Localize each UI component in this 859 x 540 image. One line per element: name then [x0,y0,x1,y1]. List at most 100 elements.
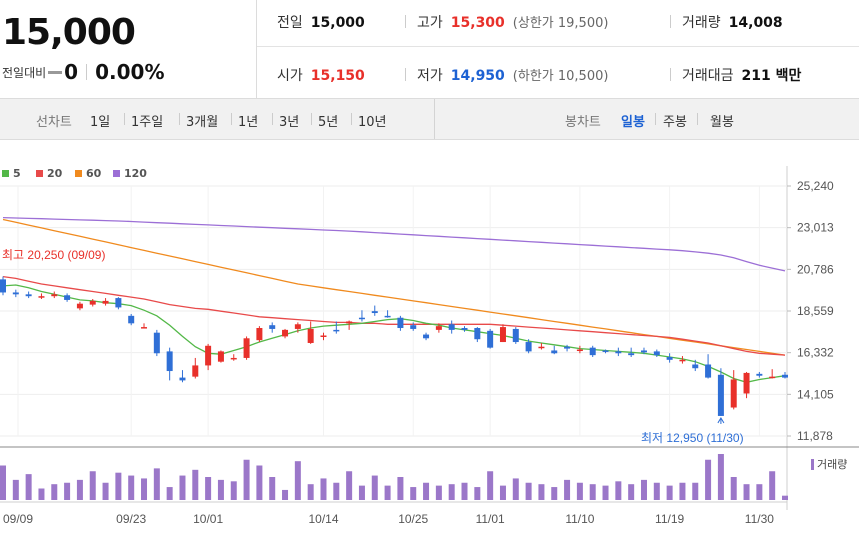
x-tick-label: 11/19 [655,512,684,526]
candle-body [333,329,340,332]
stat-label: 저가 [417,68,443,84]
y-tick-label: 23,013 [797,221,834,235]
candle-body [423,334,430,339]
candle-body [666,357,673,360]
y-tick-label: 20,786 [797,262,834,276]
x-tick-label: 09/23 [116,512,146,526]
stat-label: 시가 [277,68,303,84]
y-tick-label: 25,240 [797,179,834,193]
candle-chart-label: 봉차트 [565,115,601,130]
candle-body [551,350,558,354]
candle-body [410,325,417,329]
tab-group-divider [434,99,435,139]
y-tick-label: 11,878 [797,429,833,443]
ma120-line [2,216,786,272]
candle-body [705,364,712,378]
tab-1w[interactable]: 1주일 [131,115,164,130]
volume-bar [0,465,6,500]
volume-bar [717,454,724,500]
candle-body [346,321,353,324]
candle-body [435,326,442,330]
tab-5y[interactable]: 5년 [318,115,339,130]
volume-bar [551,487,558,500]
volume-bar [384,485,391,500]
volume-bar [243,459,250,500]
tab-monthly[interactable]: 월봉 [710,115,734,130]
candle-body [692,364,699,369]
stat-value: 14,950 [450,68,505,84]
chart-tab-bar: 선차트 1일 1주일 3개월 1년 3년 5년 10년 봉차트 일봉 주봉 월봉 [0,99,859,140]
divider [231,113,232,125]
tab-weekly[interactable]: 주봉 [663,115,687,130]
candle-body [743,372,750,394]
candle-body [179,377,186,381]
volume-bar [564,479,571,500]
legend-swatch [36,170,43,177]
volume-bar [102,482,109,500]
volume-bar [756,484,763,500]
candle-body [12,292,19,295]
divider [86,64,88,80]
stat-low: 저가 14,950 (하한가 10,500) [405,65,608,85]
tab-1d[interactable]: 1일 [90,115,111,130]
y-tick-label: 16,332 [797,346,834,360]
stats-divider [257,46,859,47]
tab-3m[interactable]: 3개월 [186,115,219,130]
tab-daily[interactable]: 일봉 [621,115,645,130]
candle-body [25,294,32,297]
candle-body [512,328,519,343]
volume-bar [692,482,699,500]
volume-bar [205,477,212,500]
divider [697,113,698,125]
volume-bar [51,484,58,500]
candle-body [448,324,455,330]
candle-body [756,373,763,376]
divider [405,68,406,81]
candle-body [294,324,301,329]
volume-bar [743,484,750,500]
candle-body [192,365,199,377]
volume-bar [282,489,289,500]
candle-body [115,298,122,308]
volume-bar [346,471,353,500]
volume-bar [358,485,365,500]
candle-body [128,315,135,324]
candle-body [243,338,250,358]
candle-body [102,300,109,304]
legend-swatch [75,170,82,177]
legend-label: 120 [124,167,147,180]
volume-bar [371,475,378,500]
tab-10y[interactable]: 10년 [358,115,387,130]
legend-ma60: 60 [75,167,101,180]
volume-bar [615,481,622,500]
volume-bar [730,477,737,500]
divider [179,113,180,125]
candle-body [38,296,45,298]
volume-bar [410,487,417,500]
candle-body [538,346,545,349]
volume-swatch [811,458,814,470]
legend-ma120: 120 [113,167,147,180]
legend-label: 20 [47,167,63,180]
volume-bar [448,484,455,500]
change-row: 전일대비 0 0.00% [2,60,164,84]
volume-bar [153,468,160,500]
candle-body [230,357,237,360]
tab-3y[interactable]: 3년 [279,115,300,130]
candle-body [474,328,481,340]
candle-body [782,374,788,378]
current-price: 15,000 [2,12,136,53]
volume-bar [589,484,596,500]
candle-body [769,376,776,379]
volume-bar [525,482,532,500]
volume-bar [628,484,635,500]
candle-body [653,351,660,356]
candle-body [0,279,6,293]
volume-bar [217,479,224,500]
volume-bar [653,482,660,500]
volume-bar [128,475,135,500]
tab-1y[interactable]: 1년 [238,115,259,130]
candle-body [576,349,583,352]
flat-change-icon [48,70,63,74]
